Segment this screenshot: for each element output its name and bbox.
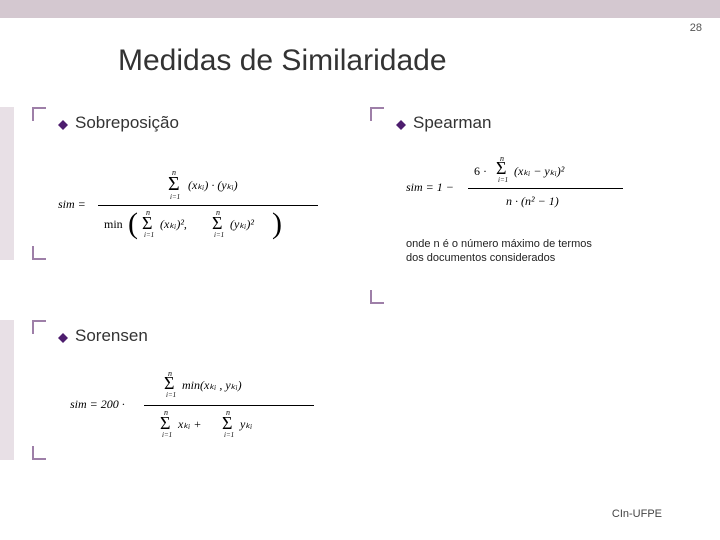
section-heading-spearman: Spearman (413, 113, 491, 133)
section-heading-sobreposicao: Sobreposição (75, 113, 179, 133)
corner-marker (32, 320, 46, 334)
note-text: onde n é o número máximo de termos dos d… (406, 238, 656, 266)
formula-lhs: sim = 1 − (406, 180, 454, 195)
corner-marker (370, 107, 384, 121)
sum-upper: n (216, 208, 220, 217)
sum-lower: i=1 (170, 193, 180, 201)
fraction-bar (98, 205, 318, 206)
denom-body1: (xₖᵢ)², (160, 217, 187, 232)
page-number: 28 (690, 22, 702, 34)
diamond-bullet-icon (58, 333, 68, 343)
formula-lhs: sim = 200 · (70, 397, 125, 412)
denom-body2: yₖᵢ (240, 417, 252, 432)
left-accent (0, 107, 14, 260)
formula-lhs: sim = (58, 197, 86, 212)
corner-marker (32, 107, 46, 121)
note-line: onde n é o número máximo de termos (406, 238, 656, 252)
denom-body2: (yₖᵢ)² (230, 217, 254, 232)
sum-upper: n (146, 208, 150, 217)
corner-marker (370, 290, 384, 304)
footer-text: CIn-UFPE (612, 508, 662, 520)
page-title: Medidas de Similaridade (118, 44, 447, 78)
formula-spearman: sim = 1 − 6 · Σ i=1 n (xₖᵢ − yₖᵢ)² n · (… (406, 158, 666, 218)
sum-lower: i=1 (498, 176, 508, 184)
top-bar (0, 0, 720, 18)
diamond-bullet-icon (58, 120, 68, 130)
num-prefix: 6 · (474, 164, 487, 179)
sum-lower: i=1 (166, 391, 176, 399)
denom-min: min (104, 217, 123, 232)
note-line: dos documentos considerados (406, 252, 656, 266)
num-body: min(xₖᵢ , yₖᵢ) (182, 378, 242, 393)
section-heading-sorensen: Sorensen (75, 326, 148, 346)
diamond-bullet-icon (396, 120, 406, 130)
sum-lower: i=1 (224, 431, 234, 439)
corner-marker (32, 246, 46, 260)
sum-upper: n (172, 168, 176, 177)
corner-marker (32, 446, 46, 460)
formula-sobreposicao: sim = Σ i=1 n (xₖᵢ) · (yₖᵢ) min ( Σ i=1 … (58, 165, 338, 245)
formula-sorensen: sim = 200 · Σ i=1 n min(xₖᵢ , yₖᵢ) Σ i=1… (70, 365, 350, 445)
paren-close: ) (272, 207, 282, 241)
fraction-bar (144, 405, 314, 406)
sum-upper: n (226, 408, 230, 417)
fraction-bar (468, 188, 623, 189)
sum-upper: n (164, 408, 168, 417)
num-body: (xₖᵢ) · (yₖᵢ) (188, 178, 238, 193)
sum-lower: i=1 (162, 431, 172, 439)
sum-upper: n (500, 154, 504, 163)
left-accent (0, 320, 14, 460)
num-body: (xₖᵢ − yₖᵢ)² (514, 164, 564, 179)
sum-upper: n (168, 369, 172, 378)
paren-open: ( (128, 207, 138, 241)
denom-body1: xₖᵢ + (178, 417, 201, 432)
denom-body: n · (n² − 1) (506, 194, 559, 209)
sum-lower: i=1 (144, 231, 154, 239)
sum-lower: i=1 (214, 231, 224, 239)
